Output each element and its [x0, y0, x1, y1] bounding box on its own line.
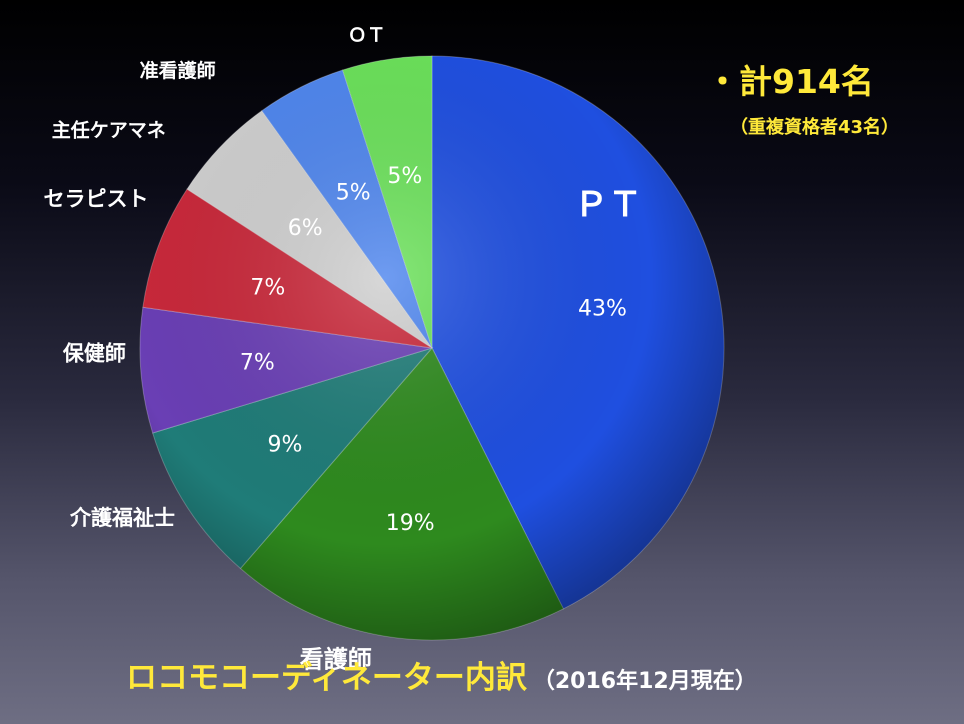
percent-label: 43% — [578, 296, 627, 321]
percent-label: 5% — [387, 164, 422, 189]
footer-caption: ロコモコーディネーター内訳 （2016年12月現在） — [126, 652, 757, 697]
percent-label: 9% — [268, 432, 303, 457]
category-label: 主任ケアマネ — [52, 118, 166, 141]
percent-labels: 43% 19% 9% 7% 7% 6% 5% 5% — [240, 164, 627, 536]
percent-label: 7% — [250, 276, 285, 301]
category-label: 准看護師 — [140, 59, 216, 82]
chart-title: ロコモコーディネーター内訳 — [126, 660, 527, 696]
percent-label: 6% — [288, 216, 323, 241]
category-label: 保健師 — [62, 342, 126, 366]
category-labels: ＰＴ 看護師 介護福祉士 保健師 セラピスト 主任ケアマネ 准看護師 ＯＴ — [43, 25, 642, 674]
category-label: ＯＴ — [348, 25, 386, 47]
category-label: 介護福祉士 — [69, 506, 175, 530]
percent-label: 19% — [386, 511, 435, 536]
total-count: ・計914名 — [706, 62, 874, 101]
category-label: ＰＴ — [574, 185, 642, 225]
percent-label: 5% — [336, 181, 371, 206]
category-label: 看護師 — [300, 646, 372, 674]
pie-slices — [139, 55, 725, 641]
chart-date: （2016年12月現在） — [532, 669, 757, 694]
category-label: セラピスト — [43, 187, 148, 211]
duplicate-count: （重複資格者43名） — [730, 117, 900, 138]
percent-label: 7% — [240, 351, 275, 376]
